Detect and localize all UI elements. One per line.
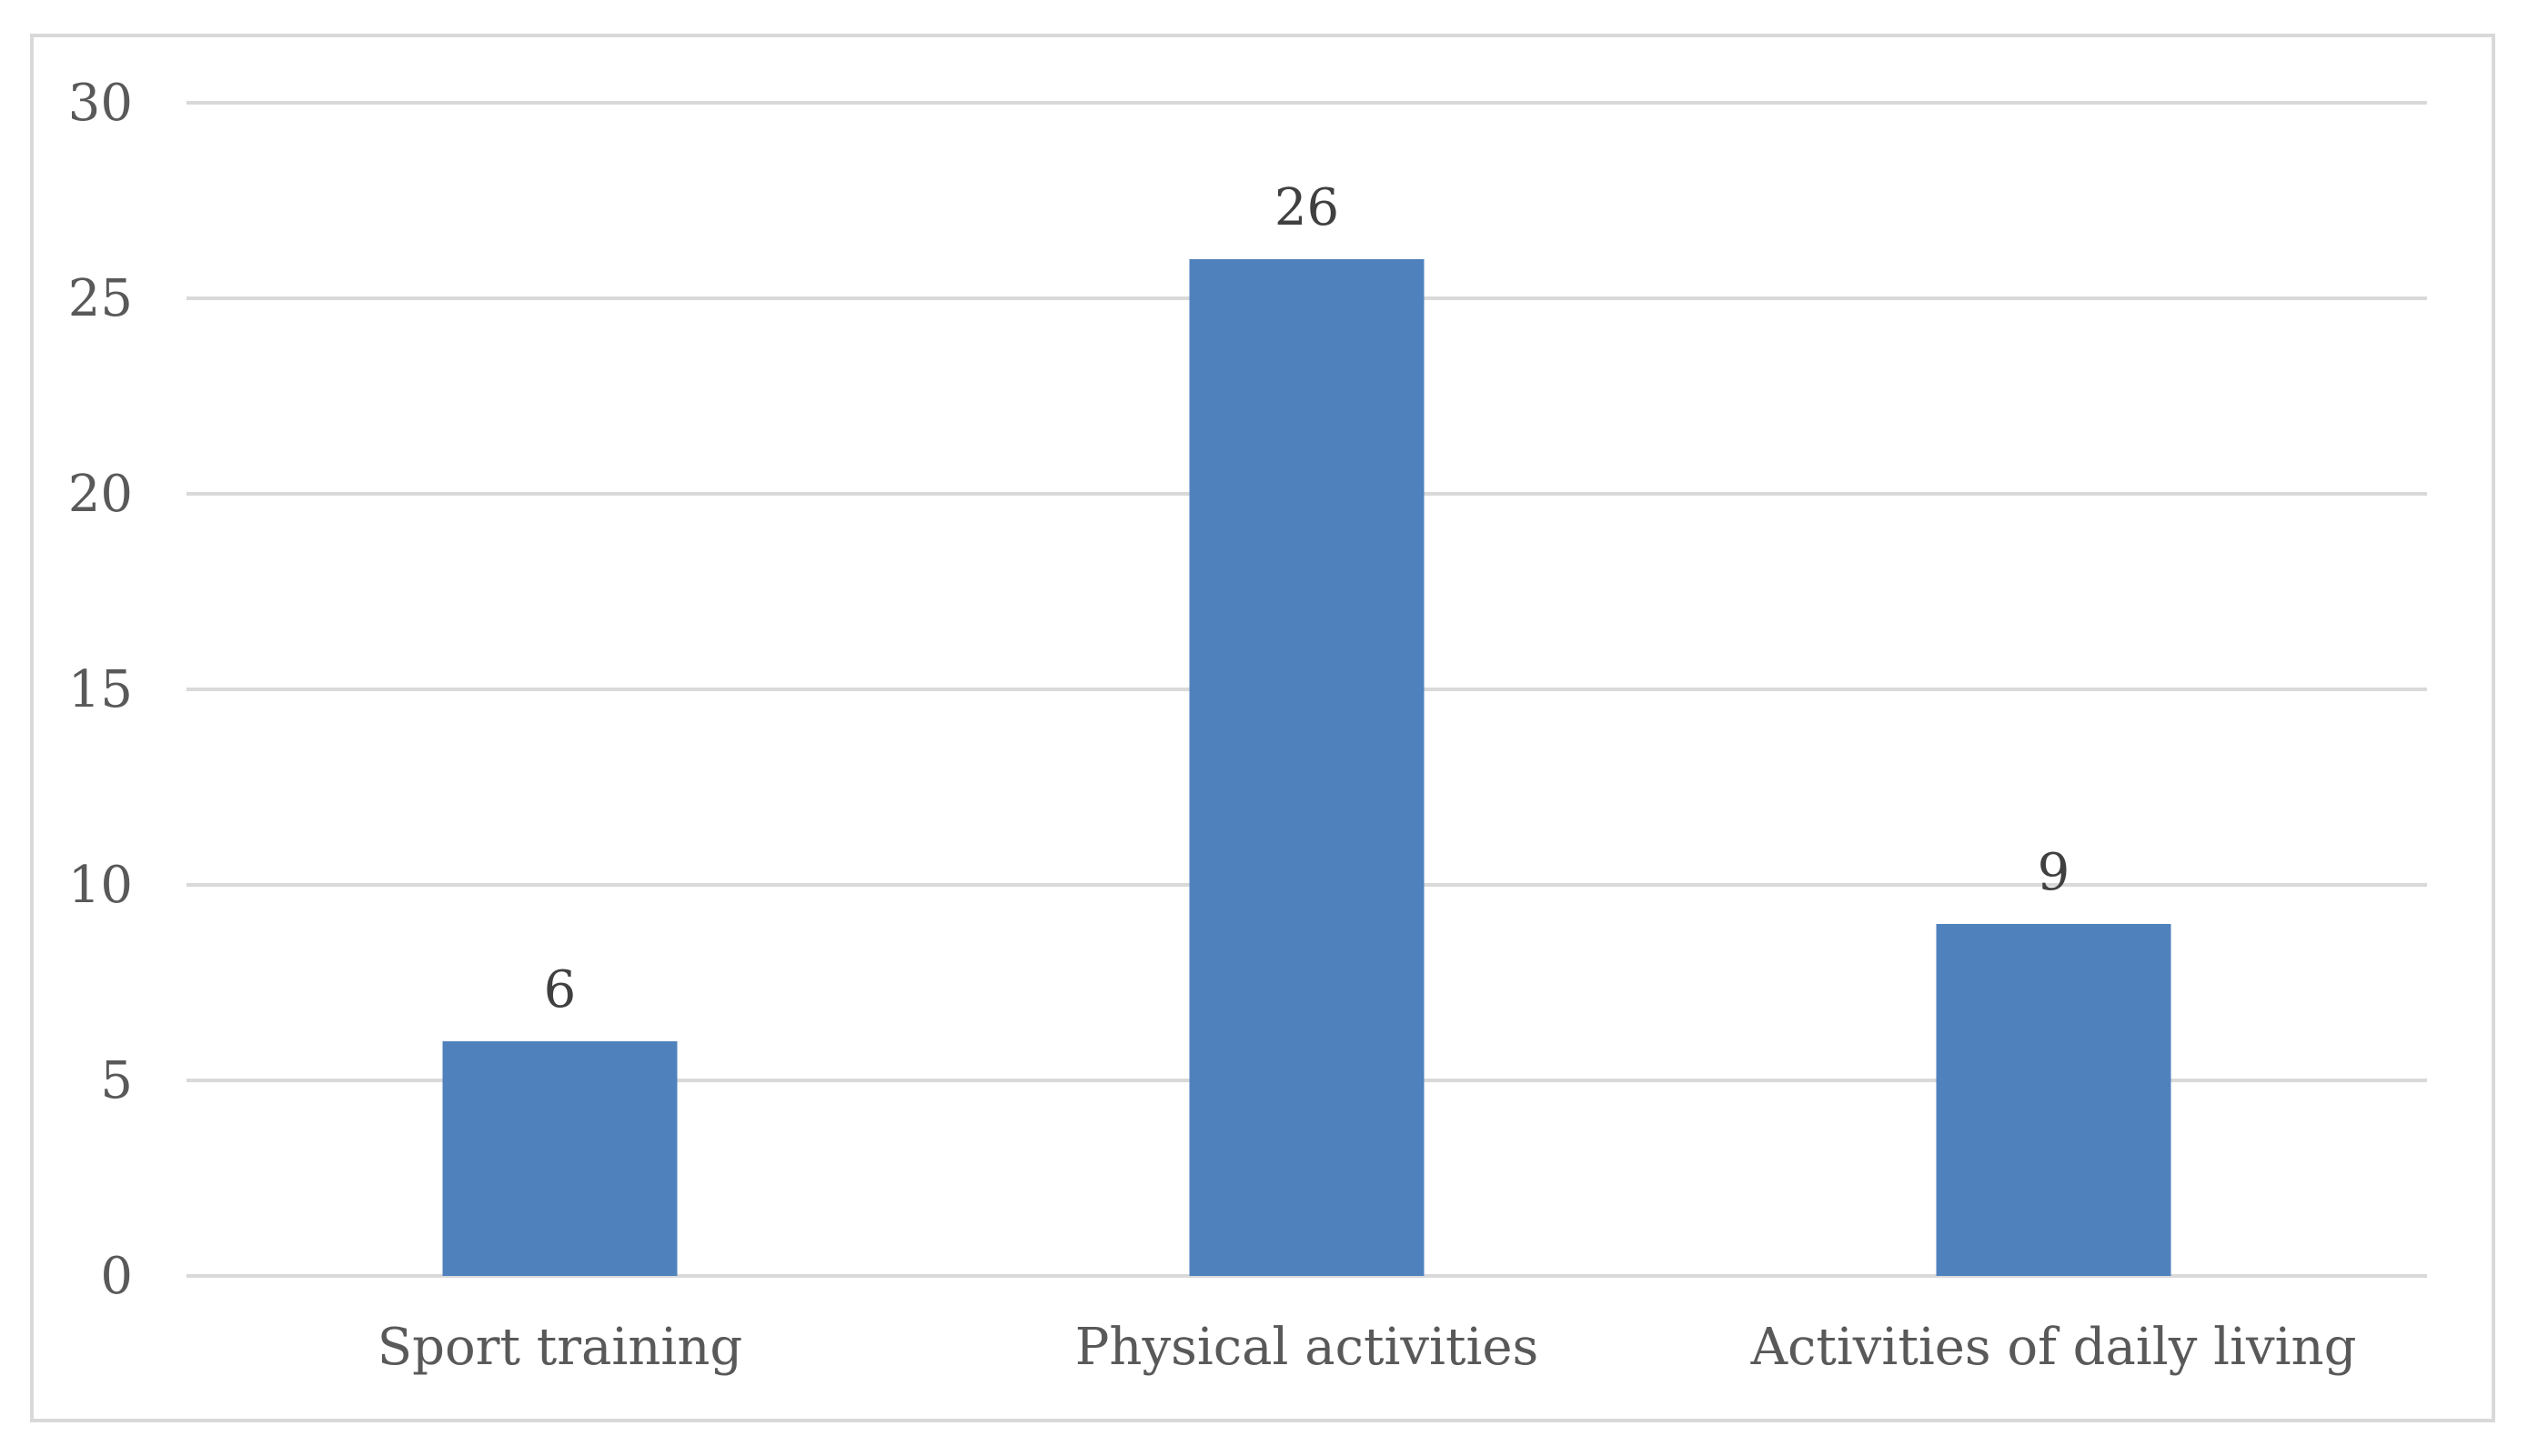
x-axis-categories: Sport training Physical activities Activit… [378,1318,2357,1377]
y-tick-label: 20 [68,465,133,524]
data-labels: 6 26 9 [544,178,2070,1019]
y-tick-label: 30 [68,74,133,133]
x-category-label: Physical activities [1075,1318,1539,1377]
bar [1936,924,2171,1276]
x-category-label: Activities of daily living [1750,1318,2357,1377]
y-tick-label: 5 [100,1051,133,1110]
data-label: 26 [1274,178,1339,237]
bar [1189,259,1425,1276]
bars [442,259,2171,1276]
y-tick-label: 15 [68,660,133,719]
data-label: 9 [2038,843,2070,902]
y-tick-label: 25 [68,269,133,328]
y-tick-label: 0 [100,1247,133,1306]
x-category-label: Sport training [378,1318,742,1377]
bar [442,1041,678,1276]
y-axis-ticks: 0 5 10 15 20 25 30 [68,74,133,1306]
y-tick-label: 10 [68,856,133,915]
data-label: 6 [544,960,577,1019]
